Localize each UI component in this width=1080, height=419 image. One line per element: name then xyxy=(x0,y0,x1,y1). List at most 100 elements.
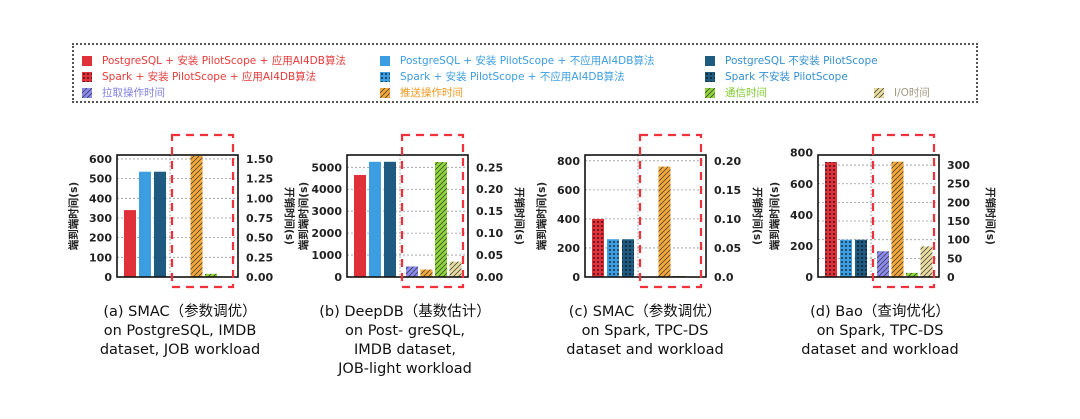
legend-swatch xyxy=(705,87,715,98)
legend-swatch xyxy=(705,71,715,82)
y-axis-right-label: 开销时间(s) xyxy=(283,187,296,245)
legend-item: PostgreSQL 不安装 PilotScope xyxy=(705,53,878,68)
legend-label: 推送操作时间 xyxy=(400,87,463,99)
legend-label: I/O时间 xyxy=(894,87,930,99)
highlight-box xyxy=(638,133,703,289)
legend-item: Spark + 安装 PilotScope + 应用AI4DB算法 xyxy=(82,69,316,84)
right-tick-label: 1.50 xyxy=(246,153,273,166)
y-axis-label: 端到端时间(s) xyxy=(297,182,310,250)
right-tick-label: 0.75 xyxy=(246,212,273,225)
legend-swatch xyxy=(380,71,390,82)
right-tick-label: 50 xyxy=(947,252,963,265)
highlight-box xyxy=(871,133,936,289)
right-tick-label: 0.50 xyxy=(246,232,273,245)
bar-end-to-end xyxy=(124,210,136,277)
bar-overhead xyxy=(420,269,433,277)
legend-item: 通信时间 xyxy=(705,85,767,100)
legend-item: PostgreSQL + 安装 PilotScope + 不应用AI4DB算法 xyxy=(380,53,654,68)
highlight-box xyxy=(400,133,465,289)
legend-swatch xyxy=(705,55,715,66)
legend-label: Spark + 安装 PilotScope + 应用AI4DB算法 xyxy=(102,71,317,83)
right-tick-label: 0.20 xyxy=(714,155,741,168)
right-tick-label: 1.25 xyxy=(246,173,273,186)
bar-overhead xyxy=(658,166,671,277)
left-tick-label: 3000 xyxy=(311,205,342,218)
right-tick-label: 0.10 xyxy=(714,213,741,226)
right-tick-label: 0.05 xyxy=(714,242,741,255)
highlight-box xyxy=(170,133,235,289)
y-axis-right-label: 开销时间(s) xyxy=(513,187,526,245)
bar-end-to-end xyxy=(592,218,604,277)
chart-caption: (d) Bao（查询优化） on Spark, TPC-DS dataset and… xyxy=(760,303,1000,360)
right-tick-label: 0.0 xyxy=(714,271,734,284)
right-tick-label: 0.25 xyxy=(476,161,503,174)
bar-end-to-end xyxy=(384,161,396,277)
caption-line: on Spark, TPC-DS xyxy=(581,323,709,339)
left-tick-label: 800 xyxy=(790,147,813,160)
chart-1: 0.00 0.05 0.10 0.15 0.20 0.25 0 1000 2000 3000 400… xyxy=(297,133,526,289)
left-tick-label: 5000 xyxy=(311,161,342,174)
right-tick-label: 0.00 xyxy=(476,271,503,284)
right-tick-label: 0 xyxy=(947,271,955,284)
legend-swatch xyxy=(82,55,92,66)
bar-end-to-end xyxy=(154,171,166,277)
legend-item: Spark 不安装 PilotScope xyxy=(705,69,848,84)
left-tick-label: 0 xyxy=(334,271,342,284)
caption-line: dataset and workload xyxy=(566,342,724,358)
chart-2: 0.0 0.05 0.10 0.15 0.20 0 200 400 600 800 端到端时间(s)… xyxy=(535,133,764,289)
left-tick-label: 400 xyxy=(89,192,112,205)
left-tick-label: 600 xyxy=(790,178,813,191)
left-tick-label: 0 xyxy=(572,271,580,284)
left-tick-label: 200 xyxy=(557,242,580,255)
y-axis-right-label: 开销时间(s) xyxy=(751,187,764,245)
legend-item: 拉取操作时间 xyxy=(82,85,165,100)
legend: PostgreSQL + 安装 PilotScope + 应用AI4DB算法 Po… xyxy=(72,43,978,103)
left-tick-label: 800 xyxy=(557,155,580,168)
caption-line: (c) SMAC（参数调优） xyxy=(568,304,722,320)
left-tick-label: 600 xyxy=(557,184,580,197)
left-tick-label: 2000 xyxy=(311,227,342,240)
right-tick-label: 0.10 xyxy=(476,227,503,240)
legend-item: I/O时间 xyxy=(874,85,930,100)
bar-end-to-end xyxy=(139,171,151,277)
legend-label: PostgreSQL + 安装 PilotScope + 应用AI4DB算法 xyxy=(102,55,346,67)
caption-line: on PostgreSQL, IMDB xyxy=(103,323,257,339)
y-axis-label: 端到端时间(s) xyxy=(768,182,781,250)
bar-end-to-end xyxy=(607,239,619,277)
chart-0: 0.00 0.25 0.50 0.75 1.00 1.25 1.50 0 100 200 300 40… xyxy=(67,133,296,289)
left-tick-label: 1000 xyxy=(311,249,342,262)
left-tick-label: 300 xyxy=(89,212,112,225)
caption-line: JOB-light workload xyxy=(338,361,472,377)
right-tick-label: 100 xyxy=(947,234,970,247)
bar-end-to-end xyxy=(840,239,852,277)
left-tick-label: 500 xyxy=(89,173,112,186)
plot-frame xyxy=(346,154,469,278)
left-tick-label: 0 xyxy=(104,271,112,284)
bar-overhead xyxy=(877,251,889,277)
caption-line: (a) SMAC（参数调优） xyxy=(103,304,257,320)
left-tick-label: 600 xyxy=(89,153,112,166)
legend-swatch xyxy=(380,87,390,98)
legend-label: Spark 不安装 PilotScope xyxy=(725,71,848,83)
bar-overhead xyxy=(435,162,447,277)
legend-swatch xyxy=(82,71,92,82)
chart-caption: (c) SMAC（参数调优） on Spark, TPC-DS dataset an… xyxy=(525,303,765,360)
left-tick-label: 100 xyxy=(89,251,112,264)
plot-frame xyxy=(817,154,940,278)
plot-frame xyxy=(584,154,707,278)
right-tick-label: 150 xyxy=(947,215,970,228)
bar-overhead xyxy=(205,273,217,277)
bar-overhead xyxy=(920,246,933,277)
left-tick-label: 400 xyxy=(790,209,813,222)
legend-label: 拉取操作时间 xyxy=(102,87,165,99)
legend-swatch xyxy=(82,87,92,98)
chart-caption: (b) DeepDB（基数估计） on Post- greSQL, IMDB dat… xyxy=(285,303,525,379)
bar-overhead xyxy=(449,261,462,277)
right-tick-label: 250 xyxy=(947,178,970,191)
y-axis-label: 端到端时间(s) xyxy=(535,182,548,250)
bar-end-to-end xyxy=(825,161,837,277)
bar-end-to-end xyxy=(369,161,381,277)
legend-label: PostgreSQL + 安装 PilotScope + 不应用AI4DB算法 xyxy=(400,55,655,67)
legend-item: 推送操作时间 xyxy=(380,85,463,100)
